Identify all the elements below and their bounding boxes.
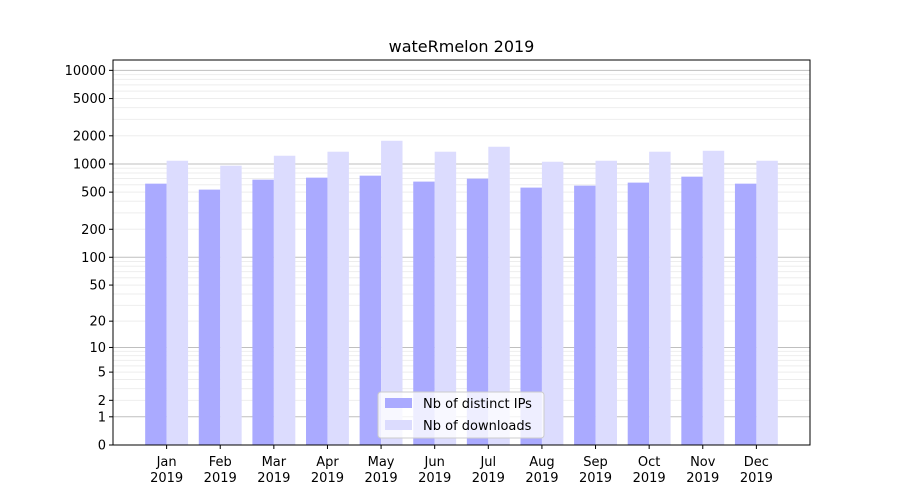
bar-downloads [702, 150, 725, 445]
legend-label-downloads: Nb of downloads [423, 419, 532, 434]
bars [145, 140, 778, 446]
bar-distinct-ips [145, 183, 167, 445]
bar-distinct-ips [413, 181, 435, 445]
x-tick-label: Oct 2019 [633, 455, 666, 486]
legend-box [377, 391, 545, 439]
x-tick-label: Jun 2019 [418, 455, 451, 486]
bar-downloads [488, 146, 510, 446]
bar-downloads [273, 155, 296, 445]
bar-downloads [381, 140, 403, 445]
bar-downloads [595, 160, 617, 446]
y-tick-label: 50 [89, 279, 106, 294]
plot-frame [112, 59, 811, 446]
bar-downloads [327, 151, 349, 446]
bar-distinct-ips [198, 189, 221, 445]
y-tick-label: 5 [98, 366, 106, 381]
y-tick-label: 5000 [73, 92, 106, 107]
bar-distinct-ips [359, 175, 382, 445]
bar-distinct-ips [520, 187, 542, 446]
bar-downloads [541, 161, 564, 445]
x-tick-label: Sep 2019 [579, 455, 612, 486]
y-tick-label: 500 [81, 186, 106, 201]
y-tick-label: 10 [89, 341, 106, 356]
y-tick-label: 2 [98, 394, 106, 409]
y-tick-label: 2000 [73, 129, 106, 144]
x-tick-label: Jan 2019 [150, 455, 183, 486]
y-tick-label: 10000 [65, 64, 106, 79]
x-tick-label: Apr 2019 [311, 455, 344, 486]
bar-downloads [756, 160, 778, 446]
x-tick-label: Dec 2019 [740, 455, 773, 486]
x-tick-label: Feb 2019 [204, 455, 237, 486]
bar-downloads [220, 165, 242, 445]
legend: Nb of distinct IPs Nb of downloads [377, 391, 545, 439]
x-tick-label: Nov 2019 [686, 455, 719, 486]
bar-downloads [434, 151, 457, 446]
y-tick-label: 100 [81, 251, 106, 266]
bar-distinct-ips [574, 185, 596, 445]
x-axis: Jan 2019 Feb 2019 Mar 2019 Apr 2019 May 2019 Jun 20… [150, 445, 773, 486]
bar-distinct-ips [466, 178, 489, 445]
x-tick-label: Mar 2019 [257, 455, 290, 486]
y-tick-label: 200 [81, 223, 106, 238]
bar-distinct-ips [306, 177, 328, 445]
bar-distinct-ips [252, 179, 274, 445]
bar-downloads [649, 151, 671, 446]
bar-downloads [166, 160, 189, 446]
legend-label-ips: Nb of distinct IPs [423, 397, 532, 412]
x-tick-label: May 2019 [365, 455, 398, 486]
chart-title: wateRmelon 2019 [389, 37, 535, 56]
y-tick-label: 1000 [73, 157, 106, 172]
bar-distinct-ips [627, 182, 650, 445]
y-axis: 0 12 5 10 20 50 100 200 500 1000 2000 5000 10000 [65, 64, 113, 454]
legend-swatch-downloads [385, 420, 412, 430]
y-tick-label: 0 [98, 439, 106, 454]
x-tick-label: Jul 2019 [472, 455, 505, 486]
y-tick-label: 20 [89, 315, 106, 330]
y-tick-label: 1 [98, 410, 106, 425]
legend-swatch-ips [385, 398, 412, 408]
x-tick-label: Aug 2019 [525, 455, 558, 486]
bar-distinct-ips [681, 176, 703, 446]
bar-distinct-ips [734, 183, 757, 445]
